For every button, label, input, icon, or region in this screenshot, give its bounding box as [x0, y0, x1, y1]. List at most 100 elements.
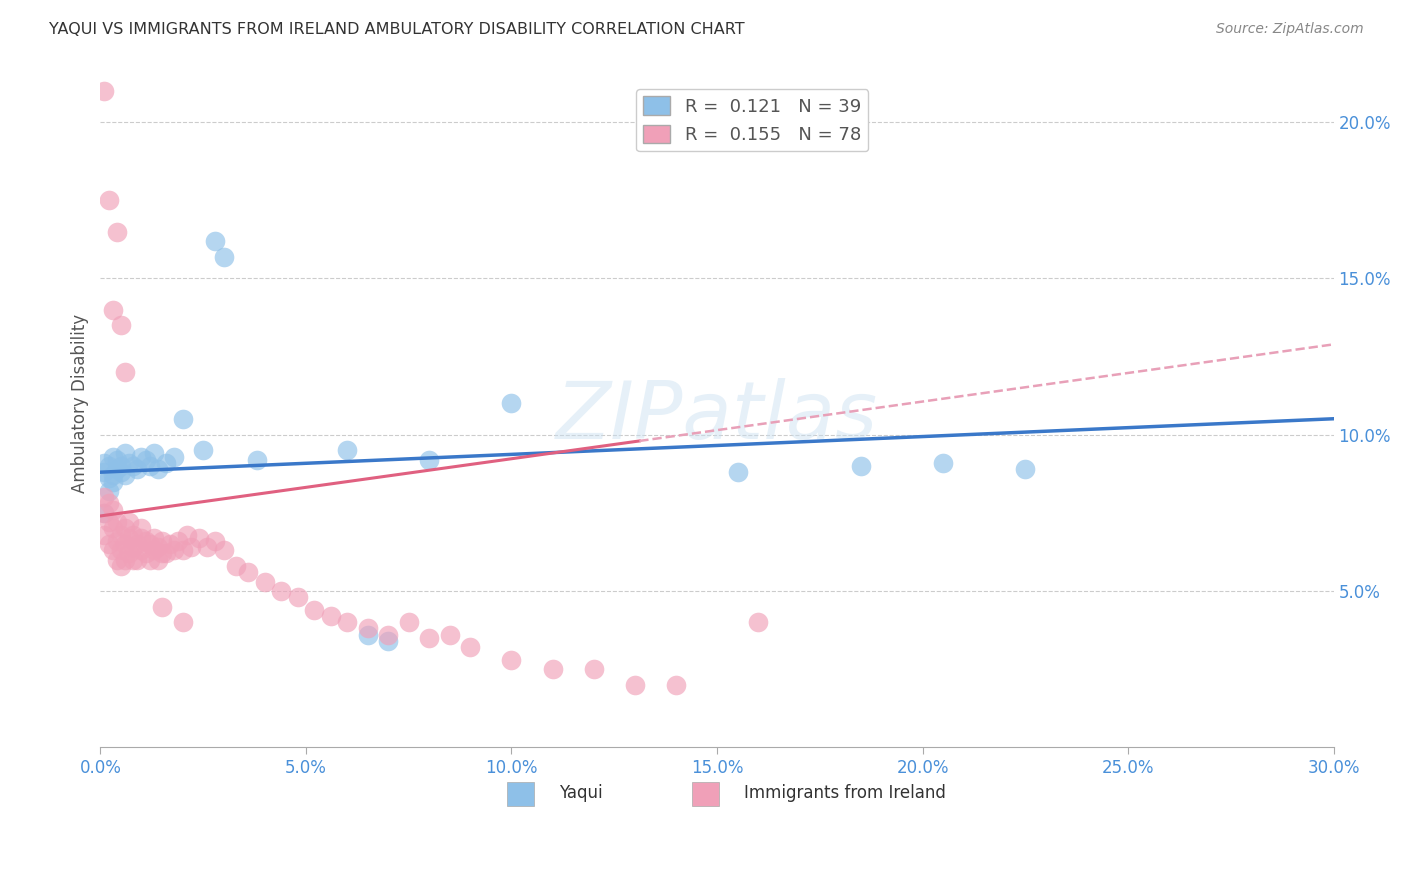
Point	[110, 558, 132, 573]
Point	[159, 537, 181, 551]
Point	[212, 543, 235, 558]
Text: Source: ZipAtlas.com: Source: ZipAtlas.com	[1216, 22, 1364, 37]
Point	[665, 678, 688, 692]
Text: Immigrants from Ireland: Immigrants from Ireland	[744, 784, 946, 802]
Point	[212, 250, 235, 264]
Point	[418, 452, 440, 467]
Point	[142, 543, 165, 558]
Point	[155, 456, 177, 470]
Point	[114, 537, 136, 551]
Point	[131, 543, 153, 558]
Point	[97, 471, 120, 485]
Point	[163, 450, 186, 464]
Bar	[692, 781, 720, 805]
Point	[225, 558, 247, 573]
Point	[110, 458, 132, 473]
Point	[172, 615, 194, 630]
Point	[377, 628, 399, 642]
Point	[163, 543, 186, 558]
Point	[172, 543, 194, 558]
Point	[245, 452, 267, 467]
Point	[377, 634, 399, 648]
Point	[105, 552, 128, 566]
Point	[131, 450, 153, 464]
Point	[191, 443, 214, 458]
Point	[105, 515, 128, 529]
Point	[138, 552, 160, 566]
Point	[101, 521, 124, 535]
Point	[114, 365, 136, 379]
Point	[97, 515, 120, 529]
Point	[146, 462, 169, 476]
Point	[238, 566, 260, 580]
Point	[97, 483, 120, 498]
Point	[135, 546, 157, 560]
Point	[110, 318, 132, 333]
Point	[105, 533, 128, 548]
Point	[127, 462, 149, 476]
Point	[118, 515, 141, 529]
Point	[97, 458, 120, 473]
Point	[114, 552, 136, 566]
Point	[138, 458, 160, 473]
Point	[146, 552, 169, 566]
Point	[932, 456, 955, 470]
Point	[150, 533, 173, 548]
Point	[204, 533, 226, 548]
Point	[122, 458, 145, 473]
Point	[101, 468, 124, 483]
Point	[93, 506, 115, 520]
Point	[253, 574, 276, 589]
Point	[101, 302, 124, 317]
Point	[110, 465, 132, 479]
Point	[150, 599, 173, 614]
Point	[110, 543, 132, 558]
Point	[188, 531, 211, 545]
Point	[101, 543, 124, 558]
Point	[623, 678, 645, 692]
Point	[135, 533, 157, 548]
Point	[93, 84, 115, 98]
Point	[460, 640, 482, 655]
Point	[93, 527, 115, 541]
Point	[114, 446, 136, 460]
Point	[167, 533, 190, 548]
Point	[118, 456, 141, 470]
Point	[97, 194, 120, 208]
Point	[172, 412, 194, 426]
Point	[142, 531, 165, 545]
Point	[176, 527, 198, 541]
Point	[336, 443, 359, 458]
Point	[93, 465, 115, 479]
Point	[336, 615, 359, 630]
Point	[142, 446, 165, 460]
Point	[105, 225, 128, 239]
Point	[501, 396, 523, 410]
Point	[93, 456, 115, 470]
Point	[204, 234, 226, 248]
Point	[105, 452, 128, 467]
Text: YAQUI VS IMMIGRANTS FROM IRELAND AMBULATORY DISABILITY CORRELATION CHART: YAQUI VS IMMIGRANTS FROM IRELAND AMBULAT…	[49, 22, 745, 37]
Point	[101, 502, 124, 516]
Point	[127, 552, 149, 566]
Point	[195, 540, 218, 554]
Point	[418, 631, 440, 645]
Point	[501, 653, 523, 667]
Point	[138, 537, 160, 551]
Y-axis label: Ambulatory Disability: Ambulatory Disability	[72, 314, 89, 493]
Point	[118, 531, 141, 545]
Point	[356, 622, 378, 636]
Point	[135, 452, 157, 467]
Point	[439, 628, 461, 642]
Point	[101, 475, 124, 489]
Text: ZIPatlas: ZIPatlas	[555, 378, 879, 456]
Point	[93, 506, 115, 520]
Text: Yaqui: Yaqui	[560, 784, 603, 802]
Point	[127, 537, 149, 551]
Point	[180, 540, 202, 554]
Point	[114, 521, 136, 535]
Point	[302, 603, 325, 617]
Point	[122, 527, 145, 541]
Point	[1014, 462, 1036, 476]
Point	[849, 458, 872, 473]
